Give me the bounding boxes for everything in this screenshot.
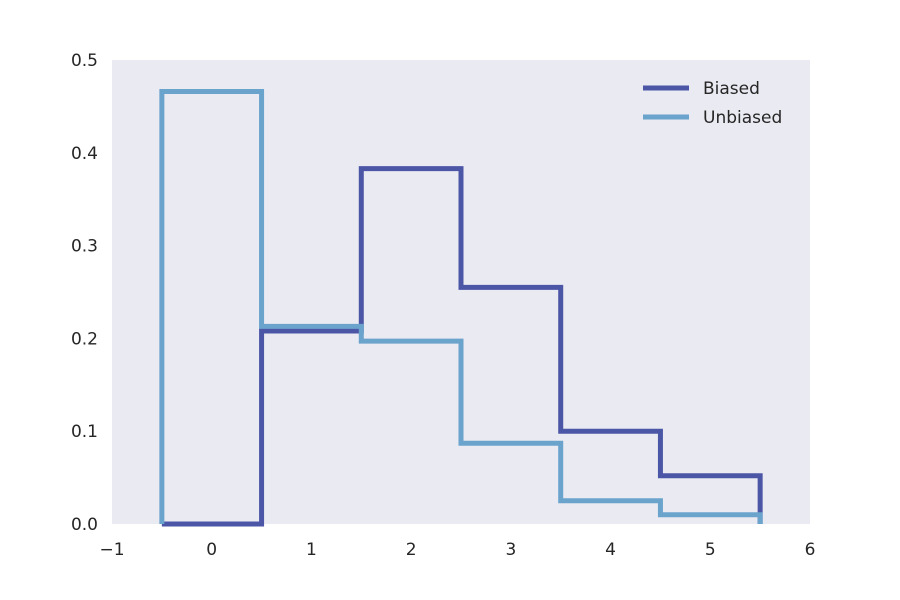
y-tick-label: 0.2: [71, 329, 98, 349]
x-tick-label: 2: [406, 540, 417, 560]
y-tick-label: 0.5: [71, 51, 98, 71]
legend-item: Unbiased: [643, 108, 782, 128]
x-tick-label: 5: [705, 540, 716, 560]
x-axis: −1 0 1 2 3 4 5 6: [99, 540, 815, 560]
series-lines: [159, 89, 763, 527]
legend-label: Unbiased: [703, 108, 782, 128]
legend: Biased Unbiased: [643, 79, 782, 128]
legend-label: Biased: [703, 79, 760, 99]
x-tick-label: 0: [206, 540, 217, 560]
x-tick-label: 3: [505, 540, 516, 560]
x-tick-label: 1: [306, 540, 317, 560]
y-tick-label: 0.0: [71, 515, 98, 535]
y-tick-label: 0.3: [71, 237, 98, 257]
x-tick-label: −1: [99, 540, 124, 560]
legend-item: Biased: [643, 79, 760, 99]
y-axis: 0.0 0.1 0.2 0.3 0.4 0.5: [71, 51, 98, 535]
x-tick-label: 6: [805, 540, 816, 560]
x-tick-label: 4: [605, 540, 616, 560]
series-line-unbiased: [159, 89, 763, 524]
y-tick-label: 0.4: [71, 144, 98, 164]
y-tick-label: 0.1: [71, 422, 98, 442]
plot-area: [112, 60, 810, 524]
series-line-biased: [161, 166, 763, 527]
